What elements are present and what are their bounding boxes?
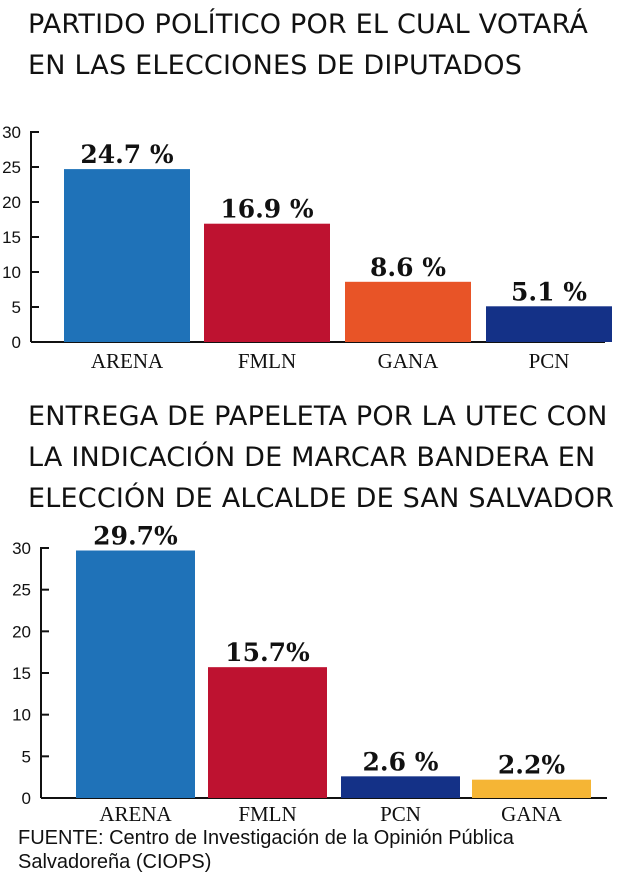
chart-2-bar-pcn xyxy=(341,776,460,798)
chart-2-category-label: FMLN xyxy=(238,802,296,826)
chart-1-data-label: 8.6 % xyxy=(370,253,446,282)
chart-1-y-tick-label: 10 xyxy=(2,263,21,282)
chart-2-category-label: ARENA xyxy=(99,802,172,826)
source-note: FUENTE: Centro de Investigación de la Op… xyxy=(18,827,514,873)
chart-1-data-label: 16.9 % xyxy=(220,195,314,224)
chart-1-bar-arena xyxy=(64,169,190,342)
chart-1-title: PARTIDO POLÍTICO POR EL CUAL VOTARÁ EN L… xyxy=(28,9,589,81)
chart-2-y-tick-label: 0 xyxy=(22,789,31,808)
chart-2-y-tick-label: 5 xyxy=(22,747,31,766)
chart-1-bar-fmln xyxy=(204,223,330,342)
chart-2-data-label: 29.7% xyxy=(93,522,178,551)
chart-1-category-label: GANA xyxy=(378,349,439,373)
chart-1-data-label: 5.1 % xyxy=(511,277,587,306)
chart-2-y-tick-label: 20 xyxy=(12,622,31,641)
chart-1-bar-gana xyxy=(345,281,471,342)
chart-1-category-label: PCN xyxy=(529,349,570,373)
chart-1-category-label: FMLN xyxy=(238,349,296,373)
chart-1-category-label: ARENA xyxy=(91,349,164,373)
chart-2-y-tick-label: 25 xyxy=(12,581,31,600)
chart-2-data-label: 2.2% xyxy=(498,751,565,780)
chart-1-y-tick-label: 20 xyxy=(2,193,21,212)
chart-2-y-tick-label: 15 xyxy=(12,664,31,683)
chart-2-bar-arena xyxy=(76,550,195,798)
chart-2-title: ENTREGA DE PAPELETA POR LA UTEC CON LA I… xyxy=(28,401,615,514)
chart-2-y-tick-label: 10 xyxy=(12,706,31,725)
chart-2-bar-gana xyxy=(472,779,591,798)
chart-1-y-tick-label: 30 xyxy=(2,123,21,142)
chart-1-plot: 0 5 10 15 20 25 30 24.7 % ARENA 16.9 % FMLN 8.6 % GA… xyxy=(2,123,612,373)
chart-1-y-tick-label: 15 xyxy=(2,228,21,247)
chart-1-data-label: 24.7 % xyxy=(80,140,174,169)
chart-2-bar-fmln xyxy=(208,667,327,798)
chart-2-data-label: 2.6 % xyxy=(363,747,439,776)
chart-2-category-label: GANA xyxy=(501,802,562,826)
chart-2-category-label: PCN xyxy=(380,802,421,826)
chart-1-bar-pcn xyxy=(486,306,612,342)
chart-1-y-tick-label: 5 xyxy=(12,298,21,317)
chart-1-y-tick-label: 0 xyxy=(12,333,21,352)
chart-2-data-label: 15.7% xyxy=(225,638,310,667)
chart-1-y-tick-label: 25 xyxy=(2,158,21,177)
chart-2-y-tick-label: 30 xyxy=(12,539,31,558)
chart-2-plot: 0 5 10 15 20 25 30 29.7% ARENA 15.7% FMLN 2.6 % PCN 2… xyxy=(12,522,607,826)
